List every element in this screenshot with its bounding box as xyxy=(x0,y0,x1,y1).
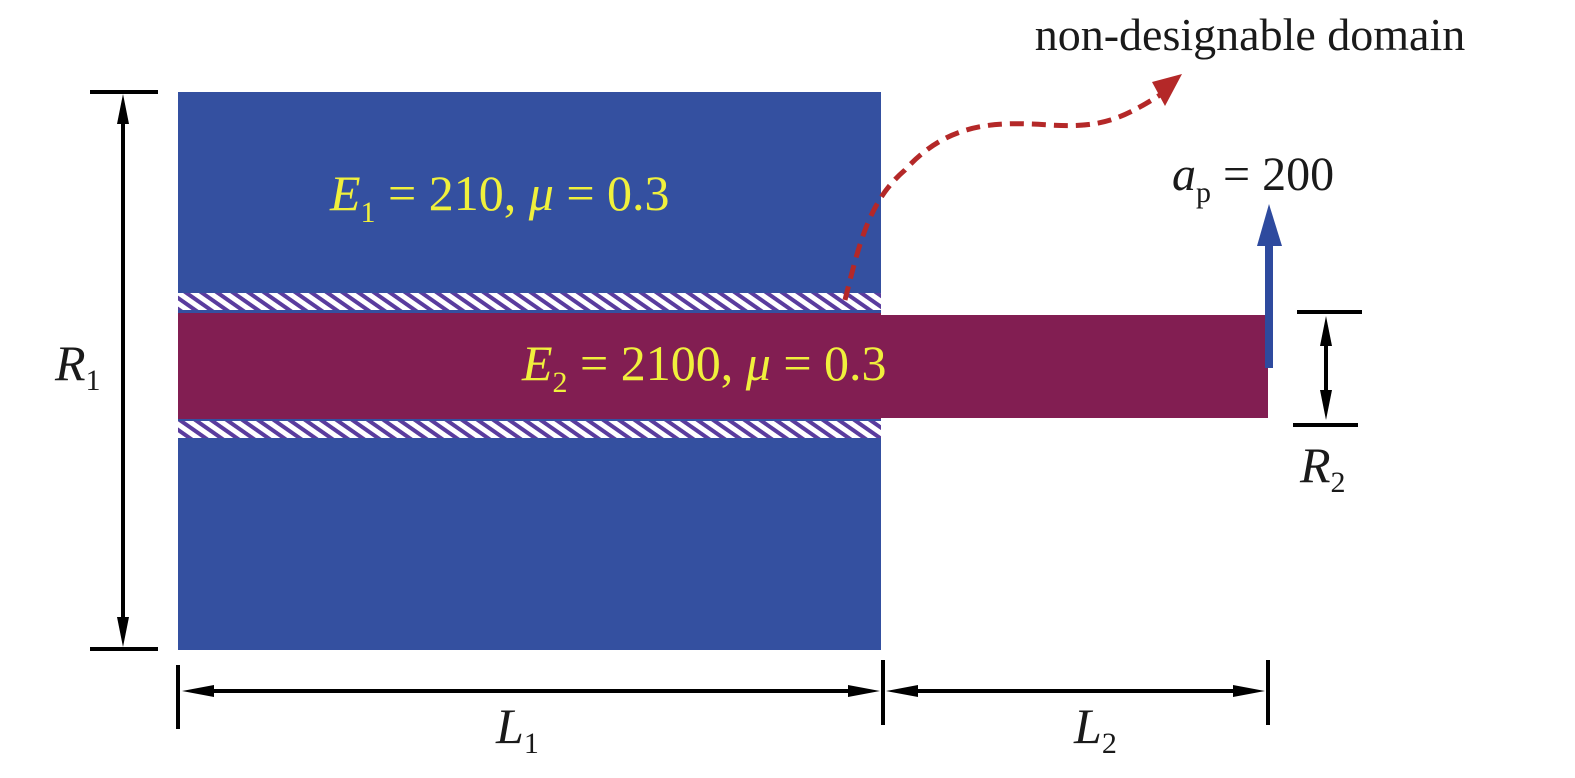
callout-arrow-icon xyxy=(842,74,1182,301)
load-label: ap = 200 xyxy=(1172,148,1334,209)
r1-dimension xyxy=(90,90,158,651)
non-designable-strip-top xyxy=(178,293,881,310)
r1-label: R1 xyxy=(54,335,101,397)
l2-label: L2 xyxy=(1073,698,1117,760)
r2-label: R2 xyxy=(1299,437,1346,499)
inner-material-extension xyxy=(881,315,1268,418)
load-arrow-icon xyxy=(1257,204,1282,368)
l1-label: L1 xyxy=(495,698,539,760)
length-dimensions xyxy=(176,660,1270,729)
inner-material-region xyxy=(178,313,881,419)
outer-material-label: E1 = 210, μ = 0.3 xyxy=(329,165,670,229)
non-designable-strip-bottom xyxy=(178,421,881,438)
inner-material-label: E2 = 2100, μ = 0.3 xyxy=(521,335,887,399)
callout-label: non-designable domain xyxy=(1035,9,1466,60)
